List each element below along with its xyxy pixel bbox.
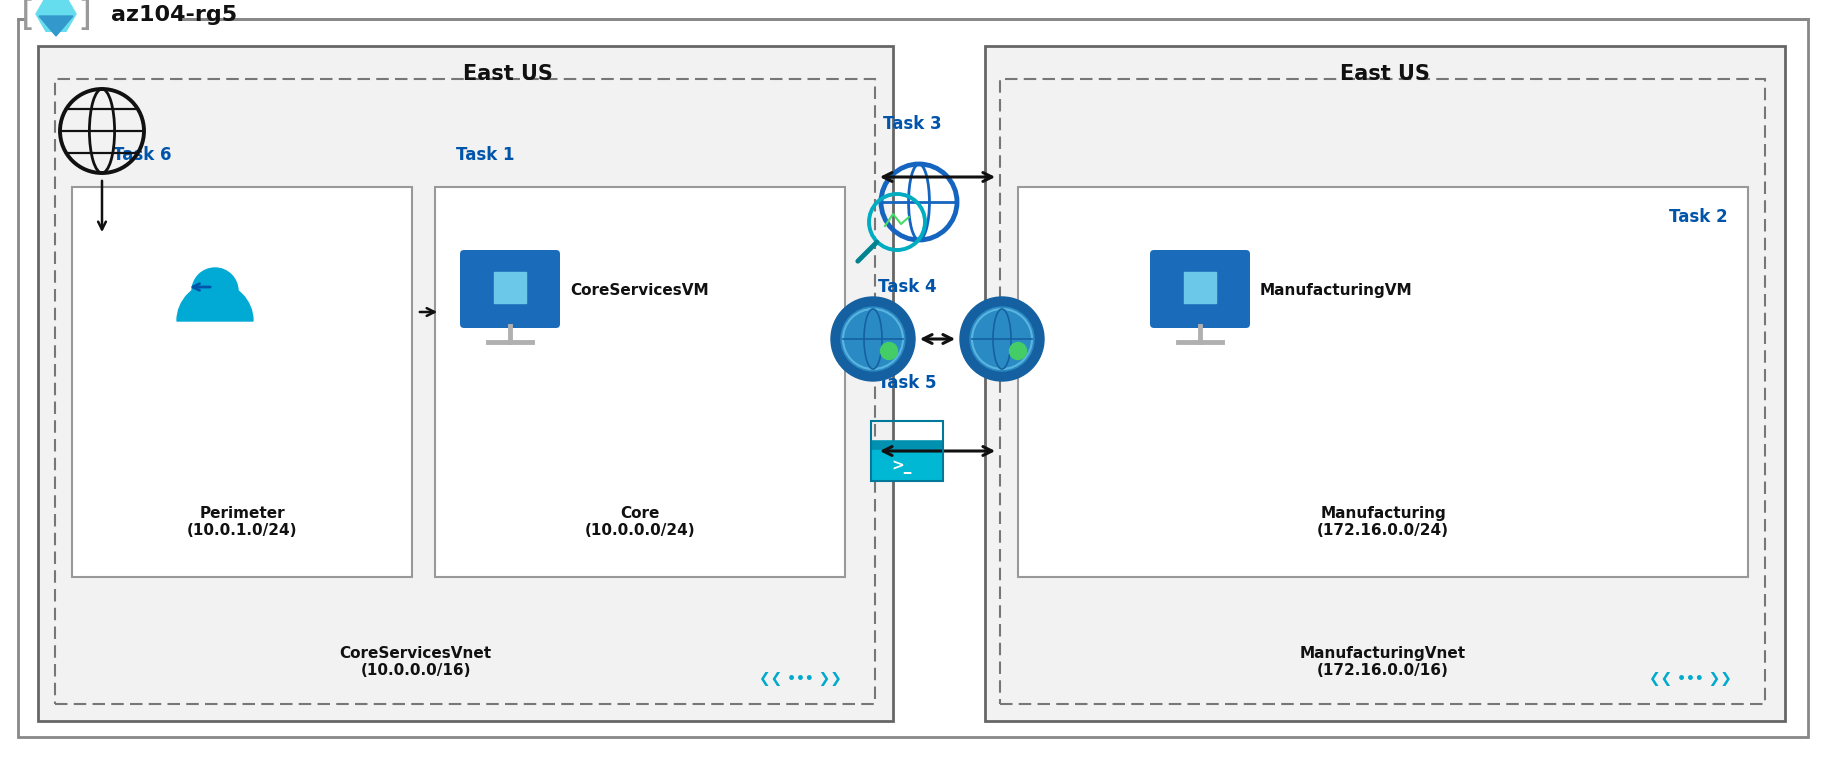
FancyBboxPatch shape (870, 440, 943, 451)
Text: Task 5: Task 5 (877, 374, 936, 392)
Text: Task 4: Task 4 (877, 278, 936, 296)
Bar (24, 7, 181, 31)
Text: >_: >_ (892, 458, 912, 474)
Text: ManufacturingVnet
(172.16.0.0/16): ManufacturingVnet (172.16.0.0/16) (1300, 646, 1466, 679)
Bar (55, 79, 876, 704)
Polygon shape (38, 16, 73, 36)
Text: Task 6: Task 6 (113, 146, 172, 164)
Text: Manufacturing
(172.16.0.0/24): Manufacturing (172.16.0.0/24) (1316, 505, 1450, 538)
Text: ❮❮ ••• ❯❯: ❮❮ ••• ❯❯ (1649, 672, 1731, 686)
Text: Task 2: Task 2 (1669, 208, 1727, 226)
Text: ]: ] (77, 0, 91, 32)
Circle shape (971, 307, 1035, 371)
Bar (985, 46, 1784, 721)
Text: East US: East US (1340, 64, 1429, 84)
Text: ManufacturingVM: ManufacturingVM (1259, 283, 1413, 298)
Text: ❮❮ ••• ❯❯: ❮❮ ••• ❯❯ (759, 672, 841, 686)
Text: [: [ (20, 0, 35, 32)
Bar (435, 187, 845, 577)
Text: Core
(10.0.0.0/24): Core (10.0.0.0/24) (585, 505, 695, 538)
Wedge shape (177, 283, 252, 321)
Circle shape (881, 342, 898, 360)
Circle shape (192, 268, 238, 314)
Text: Task 3: Task 3 (883, 115, 941, 133)
FancyBboxPatch shape (870, 450, 943, 481)
Bar (1000, 79, 1766, 704)
Circle shape (832, 297, 916, 381)
Circle shape (841, 307, 905, 371)
Circle shape (960, 297, 1044, 381)
Bar (870, 421, 943, 481)
Text: East US: East US (462, 64, 554, 84)
Text: Perimeter
(10.0.1.0/24): Perimeter (10.0.1.0/24) (186, 505, 298, 538)
FancyBboxPatch shape (1150, 250, 1250, 328)
Bar (1018, 187, 1748, 577)
Text: az104-rg5: az104-rg5 (112, 5, 238, 25)
Text: CoreServicesVM: CoreServicesVM (570, 283, 709, 298)
FancyBboxPatch shape (461, 250, 559, 328)
Bar (38, 46, 894, 721)
Text: CoreServicesVnet
(10.0.0.0/16): CoreServicesVnet (10.0.0.0/16) (340, 646, 492, 679)
Circle shape (1009, 342, 1027, 360)
Text: Task 1: Task 1 (455, 146, 514, 164)
Bar (71, 187, 411, 577)
